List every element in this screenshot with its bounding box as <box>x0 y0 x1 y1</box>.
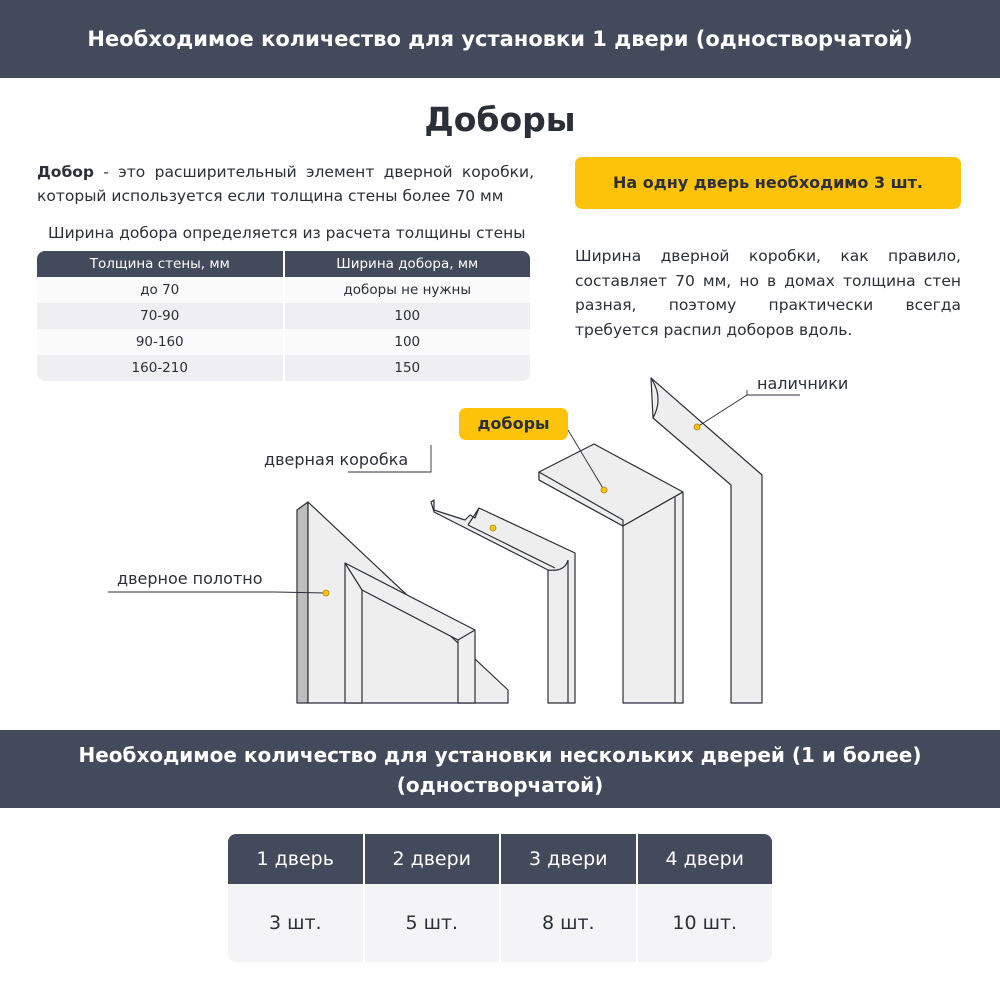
extensions-qty: 5 шт. <box>364 884 501 962</box>
extensions-qty: 10 шт. <box>637 884 772 962</box>
callout-door-leaf <box>108 591 327 594</box>
footer-title-line2: (одностворчатой) <box>396 773 604 797</box>
table-cell: до 70 <box>37 277 285 303</box>
extension-illustration <box>538 443 684 704</box>
table-cell: 100 <box>394 334 421 350</box>
door-frame-illustration <box>430 499 576 704</box>
table-cell: 150 <box>394 360 421 376</box>
table-caption: Ширина добора определяется из расчета то… <box>48 224 526 242</box>
column-header: Толщина стены, мм <box>37 251 285 277</box>
column-header: Ширина добора, мм <box>336 256 479 272</box>
table-cell: 160-210 <box>37 355 285 381</box>
extensions-qty: 8 шт. <box>501 884 638 962</box>
door-leaf-illustration <box>296 501 509 704</box>
extensions-qty: 3 шт. <box>228 884 365 962</box>
label-extensions: доборы <box>459 408 568 440</box>
table-row: до 70 доборы не нужны <box>37 277 530 303</box>
doors-count: 3 двери <box>501 834 638 884</box>
intro-term: Добор <box>37 163 95 181</box>
footer-title-line1: Необходимое количество для установки нес… <box>78 743 922 767</box>
quantity-badge: На одну дверь необходимо 3 шт. <box>575 157 961 209</box>
marker-extensions <box>600 486 608 494</box>
frame-width-note: Ширина дверной коробки, как правило, сос… <box>575 247 961 339</box>
intro-definition: - это расширительный элемент дверной кор… <box>37 163 534 205</box>
callout-extensions <box>567 429 605 491</box>
header-title: Необходимое количество для установки 1 д… <box>87 27 913 51</box>
wall-thickness-table: Толщина стены, мм Ширина добора, мм до 7… <box>37 251 530 381</box>
callout-door-frame <box>348 445 432 473</box>
doors-count: 4 двери <box>637 834 772 884</box>
intro-text: Добор - это расширительный элемент дверн… <box>37 160 534 208</box>
table-row: 70-90 100 <box>37 303 530 329</box>
table-cell: 100 <box>394 308 421 324</box>
door-components-diagram <box>108 377 800 704</box>
table-row: 90-160 100 <box>37 329 530 355</box>
marker-door-leaf <box>322 589 330 597</box>
table-cell: 70-90 <box>37 303 285 329</box>
label-door-frame: дверная коробка <box>264 450 409 469</box>
quantity-value-row: 3 шт. 5 шт. 8 шт. 10 шт. <box>228 884 772 962</box>
marker-casings <box>693 423 701 431</box>
section-title: Доборы <box>424 100 576 139</box>
table-row: 160-210 150 <box>37 355 530 381</box>
table-cell: доборы не нужны <box>343 282 472 298</box>
marker-door-frame <box>489 524 497 532</box>
table-cell: 90-160 <box>37 329 285 355</box>
header-banner: Необходимое количество для установки 1 д… <box>0 0 1000 78</box>
doors-count: 2 двери <box>364 834 501 884</box>
table-header-row: Толщина стены, мм Ширина добора, мм <box>37 251 530 277</box>
quantity-table: 1 дверь 2 двери 3 двери 4 двери 3 шт. 5 … <box>228 834 772 962</box>
footer-banner: Необходимое количество для установки нес… <box>0 730 1000 808</box>
quantity-header-row: 1 дверь 2 двери 3 двери 4 двери <box>228 834 772 884</box>
callout-casings <box>696 390 800 428</box>
casing-illustration <box>650 377 763 704</box>
label-door-leaf: дверное полотно <box>117 569 263 588</box>
label-casings: наличники <box>757 374 849 393</box>
doors-count: 1 дверь <box>228 834 365 884</box>
